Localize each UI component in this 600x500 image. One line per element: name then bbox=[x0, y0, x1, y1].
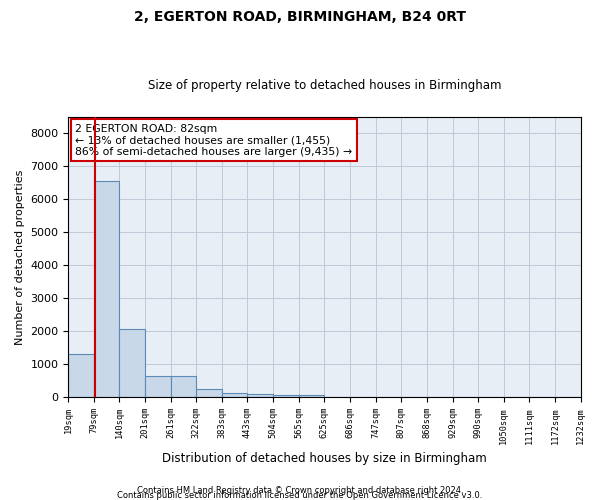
Text: Contains public sector information licensed under the Open Government Licence v3: Contains public sector information licen… bbox=[118, 491, 482, 500]
Text: Contains HM Land Registry data © Crown copyright and database right 2024.: Contains HM Land Registry data © Crown c… bbox=[137, 486, 463, 495]
Bar bbox=[222, 392, 247, 397]
Text: 2, EGERTON ROAD, BIRMINGHAM, B24 0RT: 2, EGERTON ROAD, BIRMINGHAM, B24 0RT bbox=[134, 10, 466, 24]
Bar bbox=[196, 389, 222, 397]
Y-axis label: Number of detached properties: Number of detached properties bbox=[15, 170, 25, 344]
Bar bbox=[170, 376, 196, 397]
Bar bbox=[145, 376, 170, 397]
Title: Size of property relative to detached houses in Birmingham: Size of property relative to detached ho… bbox=[148, 79, 501, 92]
Bar bbox=[68, 354, 94, 397]
Bar bbox=[94, 181, 119, 397]
Bar bbox=[273, 395, 299, 397]
Bar bbox=[247, 394, 273, 397]
Bar bbox=[119, 328, 145, 397]
X-axis label: Distribution of detached houses by size in Birmingham: Distribution of detached houses by size … bbox=[162, 452, 487, 465]
Text: 2 EGERTON ROAD: 82sqm
← 13% of detached houses are smaller (1,455)
86% of semi-d: 2 EGERTON ROAD: 82sqm ← 13% of detached … bbox=[76, 124, 352, 157]
Bar bbox=[299, 395, 324, 397]
